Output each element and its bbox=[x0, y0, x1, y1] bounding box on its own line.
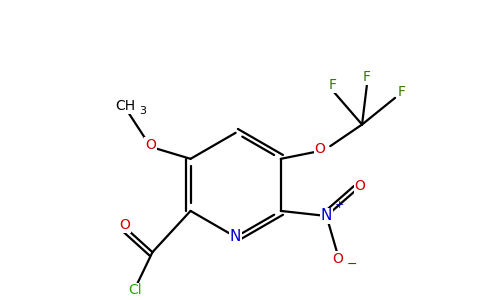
Text: O: O bbox=[315, 142, 326, 156]
Text: Cl: Cl bbox=[128, 283, 142, 297]
Text: N: N bbox=[321, 208, 332, 224]
Text: CH: CH bbox=[116, 99, 136, 113]
Text: 3: 3 bbox=[139, 106, 146, 116]
Text: O: O bbox=[119, 218, 130, 232]
Text: F: F bbox=[397, 85, 406, 98]
Text: O: O bbox=[145, 138, 156, 152]
Text: +: + bbox=[334, 200, 344, 210]
Text: −: − bbox=[347, 258, 357, 272]
Text: O: O bbox=[333, 251, 343, 266]
Text: O: O bbox=[355, 179, 365, 193]
Text: N: N bbox=[230, 230, 242, 244]
Text: F: F bbox=[328, 78, 336, 92]
Text: F: F bbox=[363, 70, 371, 84]
